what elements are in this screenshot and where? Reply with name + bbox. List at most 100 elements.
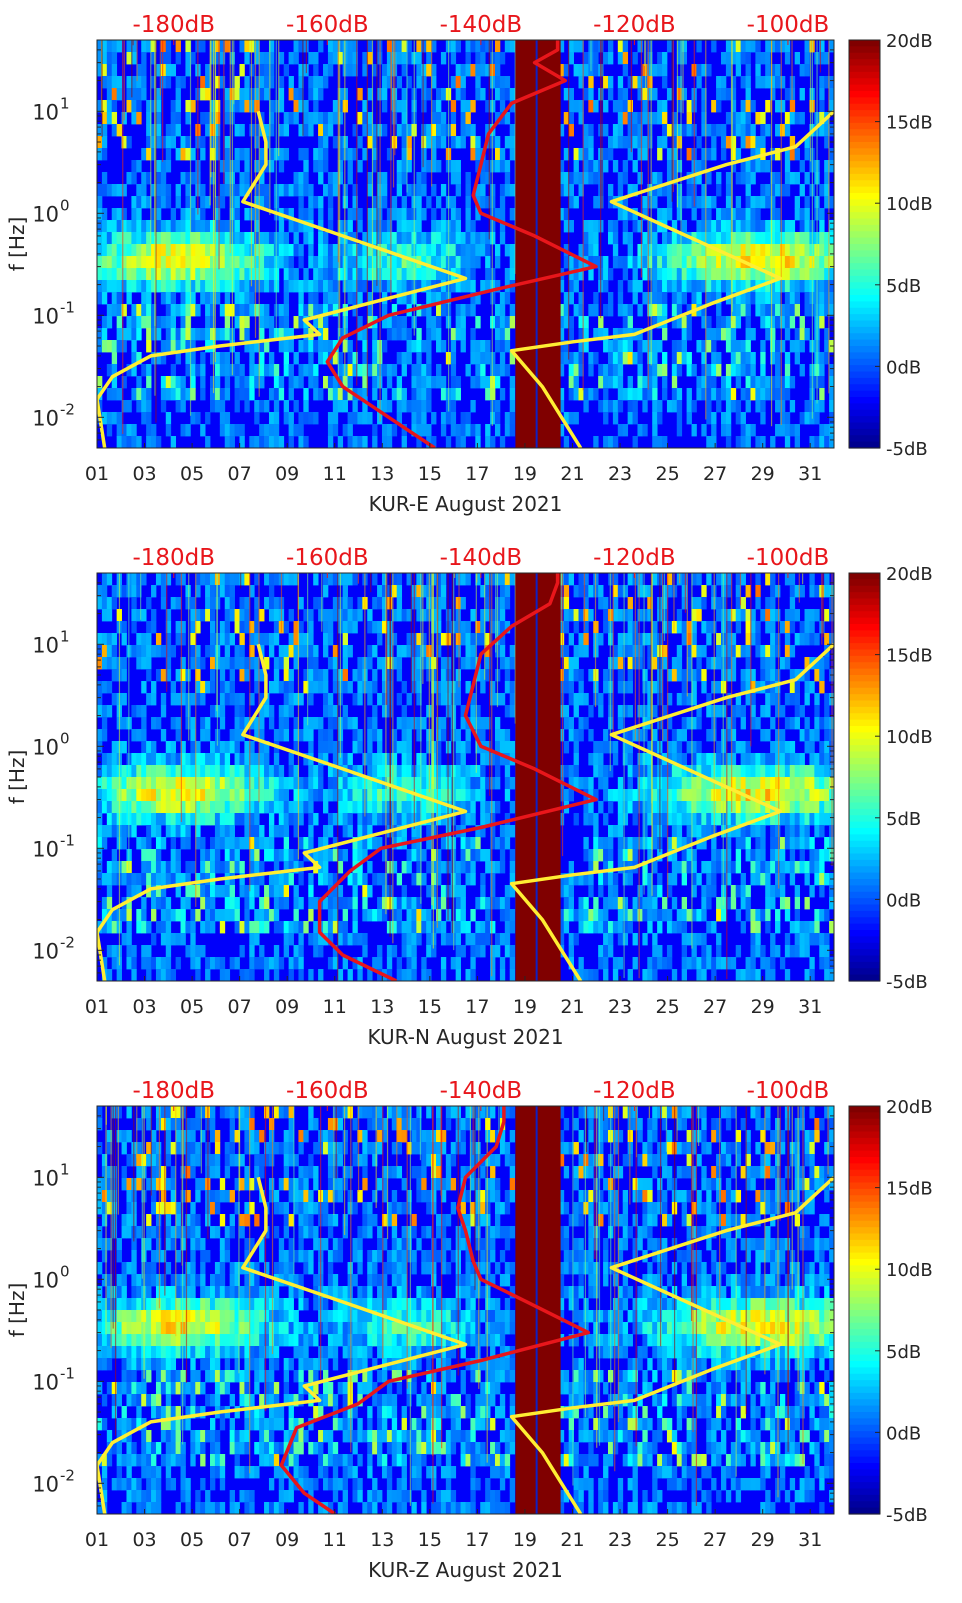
colorbar-segment [849, 276, 880, 283]
colorbar-segment [849, 155, 880, 162]
y-tick-label-exponent: 1 [60, 627, 70, 645]
colorbar-segment [849, 129, 880, 136]
colorbar-segment [849, 1323, 880, 1330]
colorbar-segment [849, 1202, 880, 1209]
colorbar-segment [849, 758, 880, 765]
colorbar-segment [849, 745, 880, 752]
colorbar-segment [849, 66, 880, 73]
colorbar-label: 15dB [886, 646, 933, 667]
y-tick-label-exponent: 0 [60, 729, 70, 747]
x-tick-label: 05 [180, 1529, 204, 1551]
colorbar-segment [849, 346, 880, 353]
top-axis-label: -120dB [593, 12, 676, 38]
colorbar-segment [849, 1418, 880, 1425]
colorbar-segment [849, 752, 880, 759]
colorbar-segment [849, 1316, 880, 1323]
colorbar-segment [849, 46, 880, 53]
colorbar-segment [849, 403, 880, 410]
x-tick-label: 11 [323, 463, 347, 485]
colorbar-segment [849, 1253, 880, 1260]
colorbar-segment [849, 321, 880, 328]
top-axis-label: -180dB [132, 12, 215, 38]
colorbar-segment [849, 1144, 880, 1151]
colorbar-segment [849, 1170, 880, 1177]
colorbar-segment [849, 117, 880, 124]
colorbar-segment [849, 193, 880, 200]
colorbar-segment [849, 110, 880, 117]
y-tick-label-base: 10 [32, 304, 59, 328]
colorbar-segment [849, 289, 880, 296]
colorbar-label: -5dB [886, 1505, 928, 1526]
y-tick-label-exponent: 1 [60, 94, 70, 112]
colorbar-segment [849, 579, 880, 586]
colorbar-segment [849, 270, 880, 277]
colorbar-segment [849, 1495, 880, 1502]
y-tick-label-base: 10 [32, 837, 59, 861]
colorbar-label: 5dB [886, 276, 921, 297]
colorbar-segment [849, 1246, 880, 1253]
y-tick-label-base: 10 [32, 1472, 59, 1496]
colorbar-segment [849, 1297, 880, 1304]
colorbar-label: 15dB [886, 113, 933, 134]
x-tick-label: 31 [798, 996, 822, 1018]
colorbar-segment [849, 650, 880, 657]
colorbar [849, 573, 880, 982]
colorbar-segment [849, 637, 880, 644]
y-axis-label: f [Hz] [5, 217, 29, 272]
y-axis-label: f [Hz] [5, 1283, 29, 1338]
colorbar-segment [849, 314, 880, 321]
colorbar-segment [849, 605, 880, 612]
colorbar-segment [849, 764, 880, 771]
colorbar-label: 10dB [886, 1260, 933, 1281]
colorbar-label: 5dB [886, 1342, 921, 1363]
top-axis-label: -180dB [132, 545, 215, 571]
colorbar-segment [849, 378, 880, 385]
colorbar-segment [849, 1221, 880, 1228]
colorbar-segment [849, 1457, 880, 1464]
colorbar-segment [849, 1285, 880, 1292]
colorbar-segment [849, 701, 880, 708]
x-tick-label: 13 [370, 1529, 394, 1551]
colorbar-segment [849, 168, 880, 175]
x-tick-label: 29 [751, 1529, 775, 1551]
colorbar-segment [849, 873, 880, 880]
colorbar-segment [849, 53, 880, 60]
y-tick-label-exponent: 0 [60, 1262, 70, 1280]
x-tick-label: 31 [798, 463, 822, 485]
x-tick-label: 03 [132, 463, 156, 485]
top-axis-label: -140dB [440, 12, 523, 38]
x-tick-label: 09 [275, 463, 299, 485]
colorbar-segment [849, 1310, 880, 1317]
x-tick-label: 27 [703, 1529, 727, 1551]
x-tick-label: 25 [655, 463, 679, 485]
colorbar-segment [849, 1259, 880, 1266]
colorbar-segment [849, 1374, 880, 1381]
x-tick-label: 17 [465, 463, 489, 485]
colorbar-segment [849, 397, 880, 404]
colorbar-segment [849, 1208, 880, 1215]
top-axis-label: -140dB [440, 1078, 523, 1104]
y-tick-label-base: 10 [32, 1370, 59, 1394]
x-tick-label: 27 [703, 996, 727, 1018]
colorbar-segment [849, 72, 880, 79]
colorbar-segment [849, 1393, 880, 1400]
top-axis-label: -160dB [286, 1078, 369, 1104]
top-axis-label: -100dB [747, 1078, 830, 1104]
colorbar-segment [849, 681, 880, 688]
colorbar-segment [849, 1348, 880, 1355]
colorbar-segment [849, 1450, 880, 1457]
x-tick-label: 01 [85, 996, 109, 1018]
colorbar-segment [849, 879, 880, 886]
colorbar-segment [849, 1361, 880, 1368]
colorbar-segment [849, 206, 880, 213]
colorbar-segment [849, 643, 880, 650]
colorbar-segment [849, 340, 880, 347]
x-tick-label: 29 [751, 996, 775, 1018]
colorbar-label: 20dB [886, 31, 933, 52]
x-tick-label: 29 [751, 463, 775, 485]
colorbar-segment [849, 1227, 880, 1234]
colorbar-segment [849, 257, 880, 264]
x-tick-label: 23 [608, 996, 632, 1018]
